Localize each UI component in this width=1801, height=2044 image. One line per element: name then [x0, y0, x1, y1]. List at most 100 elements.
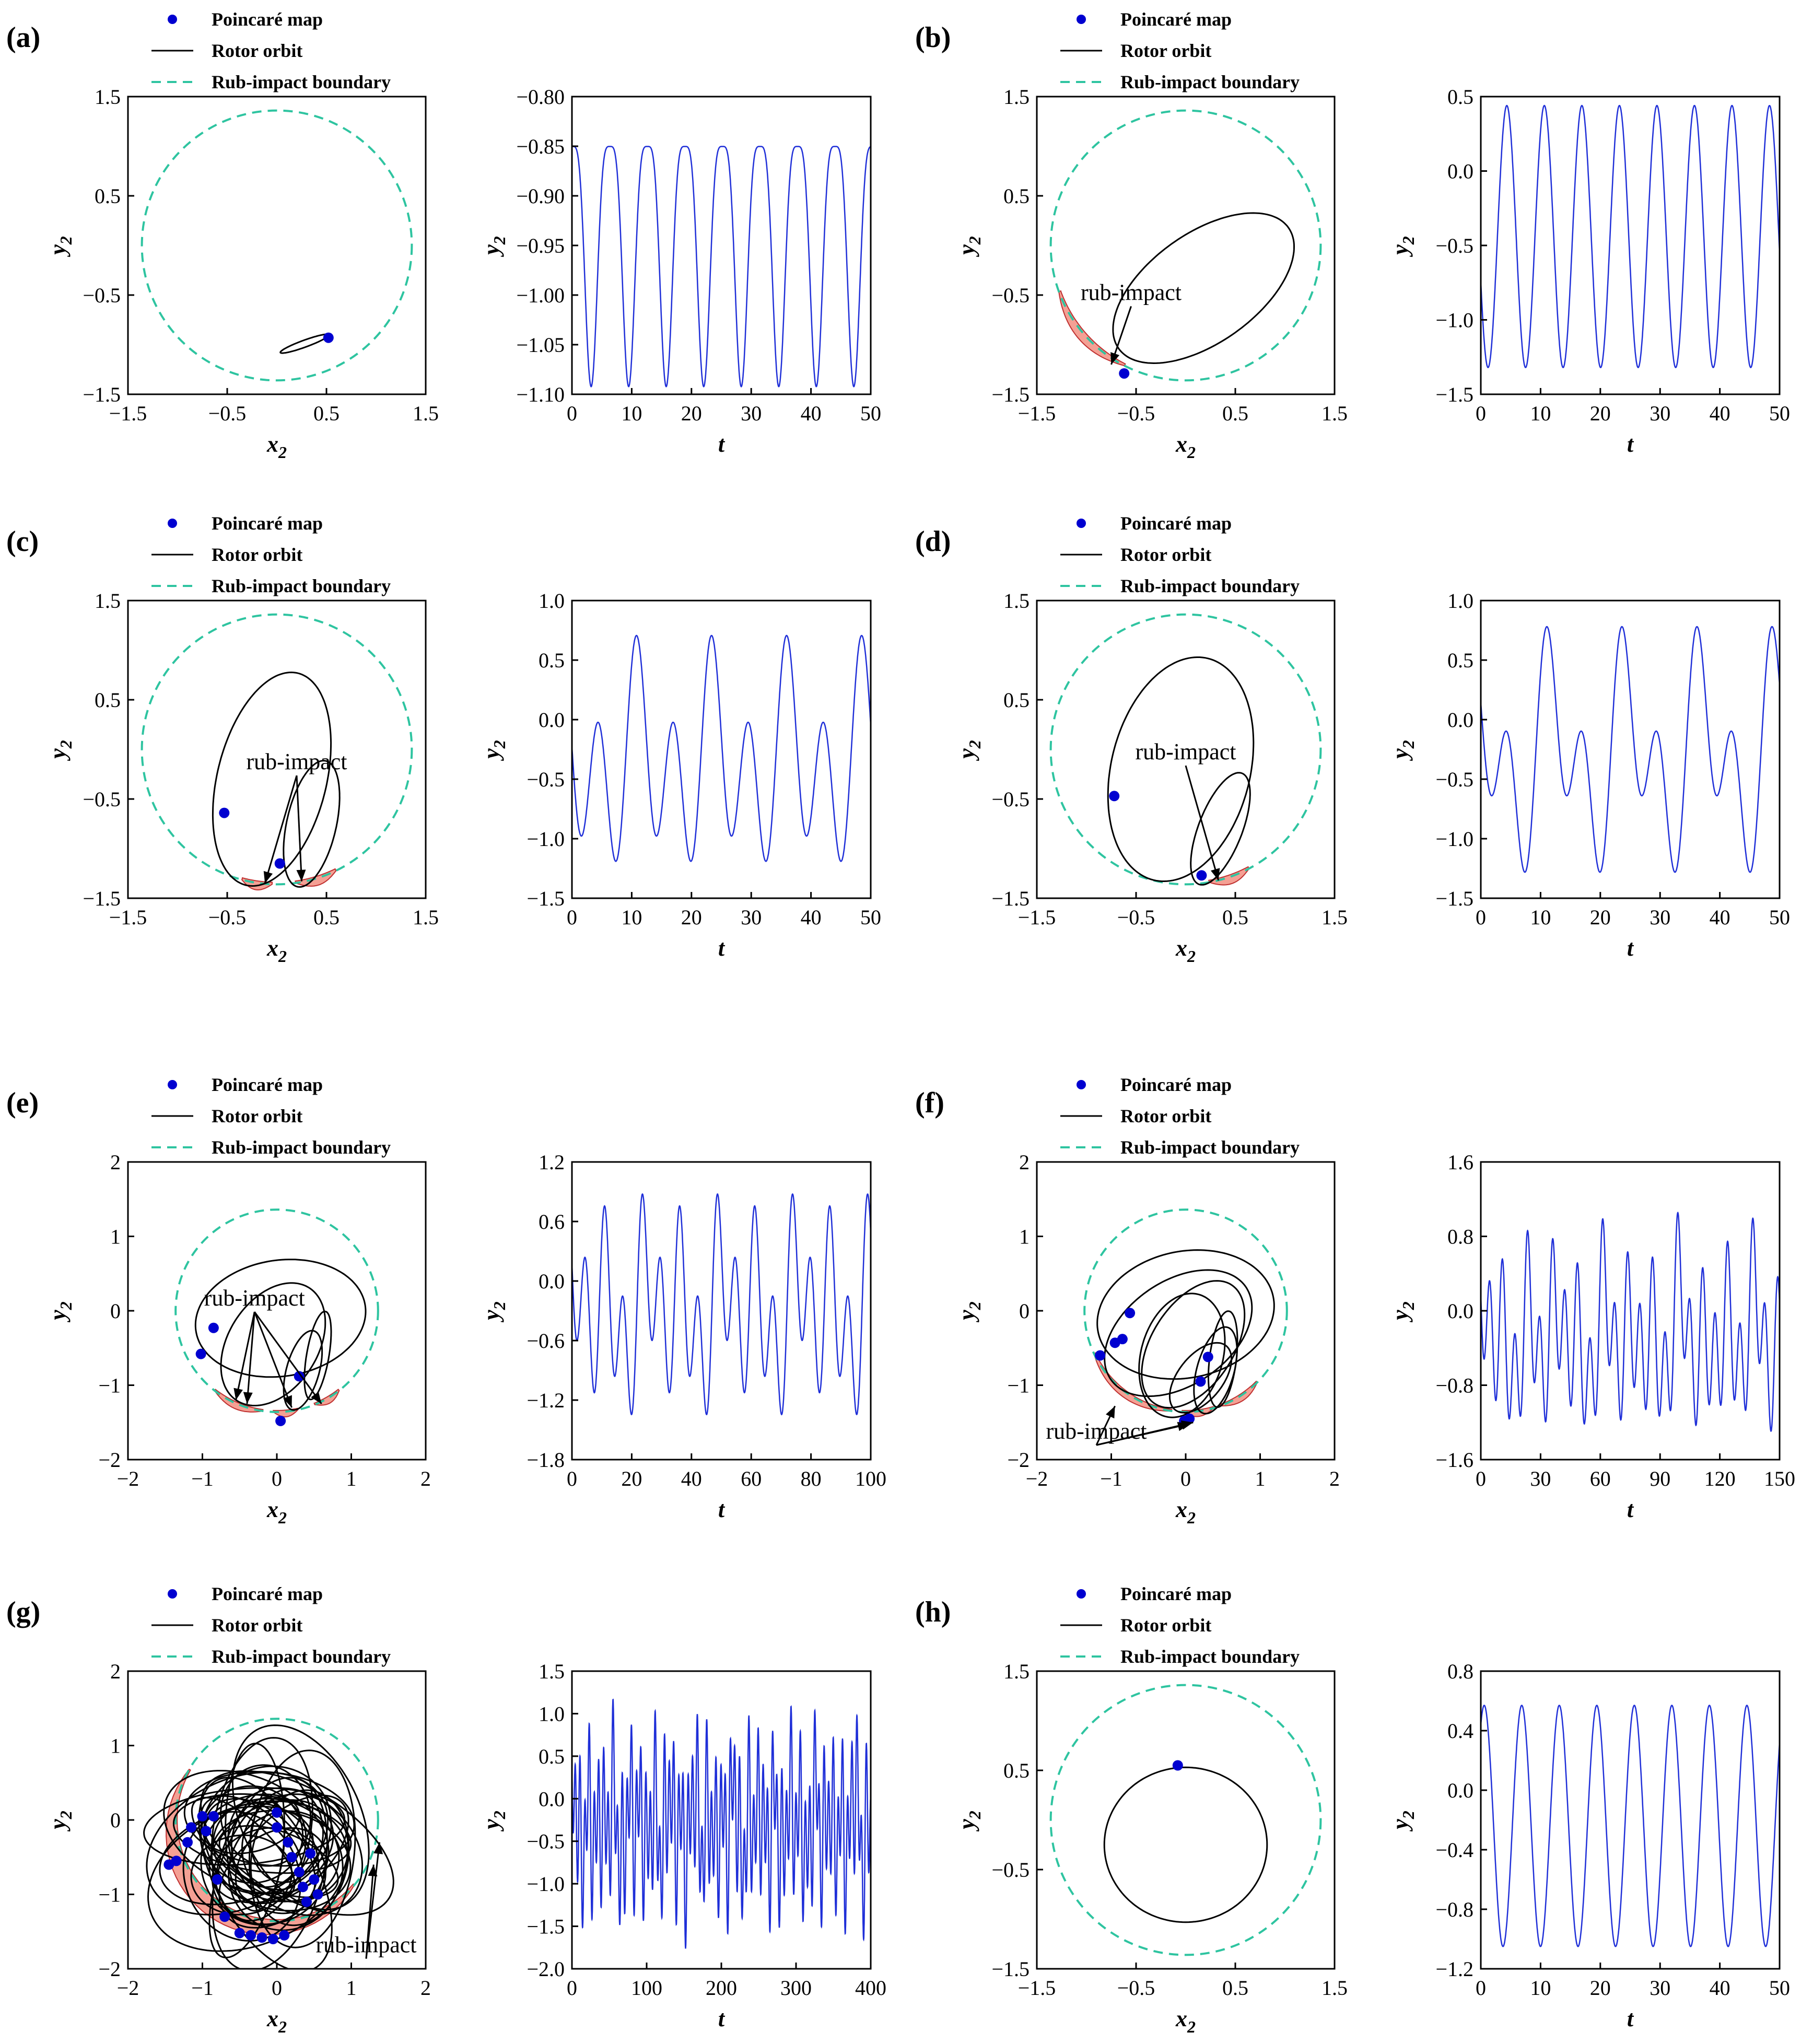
rotor-orbit-curve	[208, 1800, 285, 1959]
y-tick-label: 0.5	[1003, 1759, 1030, 1782]
x-tick-label: 20	[681, 906, 702, 929]
plot-frame	[127, 600, 427, 899]
y-tick-label: 1.5	[1003, 589, 1030, 613]
annotation-arrowhead	[368, 1864, 378, 1877]
legend-boundary-label: Rub-impact boundary	[212, 575, 391, 596]
rotor-orbit-curve	[1103, 1766, 1268, 1923]
x-tick-label: −1.5	[1018, 1976, 1056, 2000]
poincare-point	[301, 1896, 312, 1907]
poincare-point	[1196, 870, 1207, 881]
y-tick-label: −0.95	[516, 234, 565, 257]
y-tick-label: −1.5	[991, 887, 1030, 910]
rotor-orbit-curve	[249, 1788, 324, 1884]
y-axis-title: y2	[45, 236, 75, 257]
legend-orbit-label: Rotor orbit	[1120, 1106, 1211, 1126]
x-axis-title-sub: 2	[278, 443, 287, 462]
x-tick-label: 400	[855, 1976, 886, 2000]
legend-orbit-label: Rotor orbit	[212, 1106, 302, 1126]
y-axis-title-sub: 2	[490, 236, 509, 245]
x-tick-label: −1.5	[109, 402, 147, 425]
x-tick-label: 0.5	[1222, 1976, 1248, 2000]
legend-poincare-label: Poincaré map	[1120, 1583, 1232, 1604]
y-tick-label: −0.5	[83, 284, 121, 307]
panel-c: (c) Poincaré map Rotor orbit Rub-impact bou…	[6, 513, 881, 966]
plot-frame	[1480, 1670, 1781, 1970]
rub-impact-annotation: rub-impact	[246, 749, 347, 774]
x-tick-label: 0	[1476, 1467, 1486, 1490]
annotation-arrow-line	[365, 1842, 381, 1959]
plot-frame	[1480, 600, 1781, 899]
legend-poincare-marker	[1077, 1080, 1086, 1089]
plot-frame	[127, 96, 427, 395]
timeseries-plot-area	[572, 1698, 871, 1949]
orbit-plot-bg	[128, 601, 426, 898]
orbit-plot-bg	[1037, 1671, 1335, 1969]
y-tick-label: −0.8	[1435, 1898, 1473, 1921]
x-axis-title: t	[718, 431, 726, 457]
y-tick-label: −0.5	[991, 284, 1030, 307]
x-tick-label: 30	[1530, 1467, 1551, 1490]
x-tick-label: 0.5	[313, 402, 340, 425]
y-tick-label: 0.5	[539, 1745, 565, 1768]
y-axis-title-main: y	[45, 1819, 71, 1832]
x-axis-title-sub: 2	[278, 2017, 287, 2036]
x-tick-label: 30	[1650, 1976, 1670, 2000]
y-axis-title: y2	[478, 1811, 509, 1832]
legend-boundary-label: Rub-impact boundary	[1120, 575, 1300, 596]
y-axis-title-sub: 2	[490, 1301, 509, 1310]
x-tick-label: −0.5	[208, 402, 247, 425]
rotor-orbit-curve	[212, 671, 332, 887]
legend-boundary-label: Rub-impact boundary	[1120, 1137, 1300, 1158]
timeseries-line	[1481, 1211, 1780, 1432]
y-tick-label: 1	[110, 1734, 121, 1758]
rotor-orbit-curve	[146, 1771, 329, 1916]
rotor-orbit-curve	[212, 1798, 340, 1902]
x-axis-title-main: t	[1627, 431, 1634, 457]
panel-g: (g) Poincaré map Rotor orbit Rub-impact bou…	[6, 1583, 886, 2036]
legend-poincare-label: Poincaré map	[1120, 513, 1232, 534]
rub-impact-annotation: rub-impact	[1081, 280, 1182, 306]
orbit-plot-area	[143, 1718, 394, 1969]
poincare-point	[171, 1855, 182, 1866]
y-tick-label: 0.0	[1447, 1299, 1473, 1323]
x-axis-title: t	[1627, 935, 1634, 961]
legend-boundary-label: Rub-impact boundary	[212, 72, 391, 92]
x-tick-label: 10	[1530, 1976, 1551, 2000]
y-tick-label: −1.0	[527, 827, 565, 851]
rotor-orbit-curve	[220, 1282, 326, 1406]
x-axis-title: t	[1627, 1497, 1634, 1522]
panel-label: (a)	[6, 21, 40, 54]
annotation-arrowhead	[311, 1392, 322, 1404]
orbit-plot-bg	[128, 97, 426, 394]
poincare-point	[274, 858, 285, 869]
x-tick-label: 50	[860, 906, 881, 929]
poincare-point	[286, 1852, 297, 1863]
poincare-point	[312, 1889, 323, 1900]
y-axis-title-sub: 2	[56, 740, 75, 749]
y-axis-title: y2	[45, 740, 75, 761]
y-tick-label: 1.5	[95, 85, 121, 109]
x-tick-label: 60	[1590, 1467, 1611, 1490]
orbit-plot-area	[1049, 1684, 1322, 1956]
y-tick-label: 0.0	[539, 708, 565, 732]
x-tick-label: 1.5	[1321, 906, 1348, 929]
x-axis-title-main: t	[1627, 2006, 1634, 2031]
x-tick-label: 20	[1590, 402, 1611, 425]
y-tick-label: 0.0	[1447, 708, 1473, 732]
rotor-orbit-curve	[159, 1805, 314, 1906]
timeseries-plot-area	[572, 146, 871, 388]
annotation-arrowhead	[243, 1392, 253, 1404]
y-tick-label: 1	[1019, 1225, 1030, 1249]
y-tick-label: −1	[98, 1374, 121, 1397]
y-tick-label: −1.0	[527, 1872, 565, 1896]
panel-b: (b) Poincaré map Rotor orbit Rub-impact bou…	[915, 9, 1790, 462]
y-axis-title: y2	[45, 1811, 75, 1832]
y-axis-title-main: y	[954, 1819, 979, 1832]
y-axis-title: y2	[1387, 1301, 1418, 1323]
x-tick-label: 40	[801, 402, 822, 425]
timeseries-line	[572, 1193, 871, 1416]
x-tick-label: −1.5	[109, 906, 147, 929]
legend-orbit-label: Rotor orbit	[212, 40, 302, 61]
y-tick-label: −0.5	[1435, 234, 1473, 257]
poincare-point	[1109, 791, 1120, 802]
